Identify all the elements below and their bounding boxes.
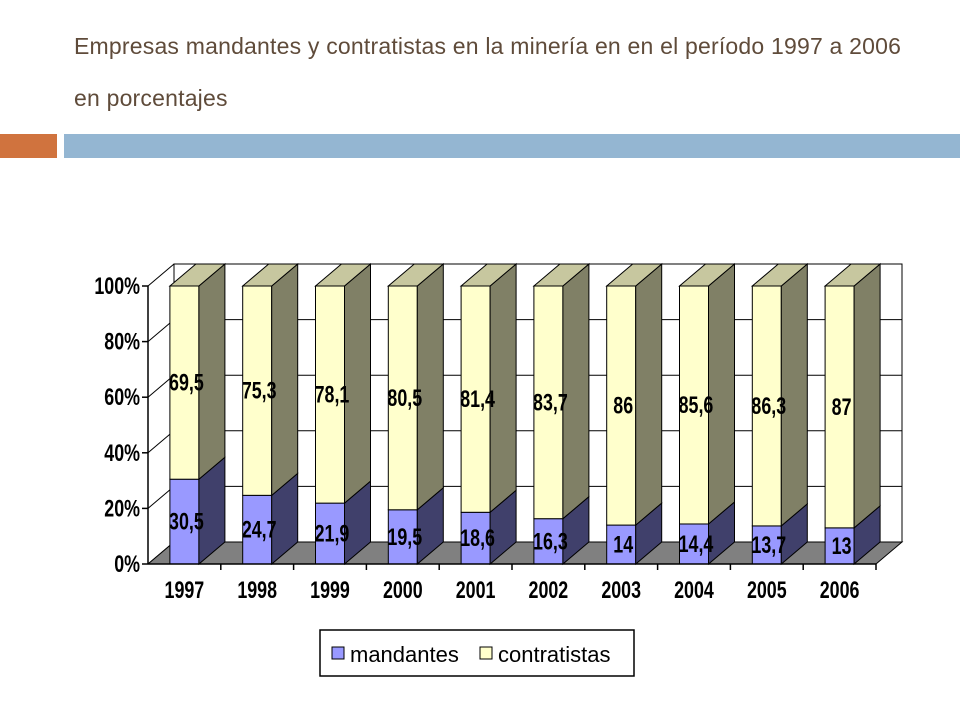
data-label-mandantes: 30,5 [169, 509, 204, 535]
bar-contratistas-top [386, 263, 445, 287]
data-label-mandantes: 24,7 [242, 517, 277, 543]
data-label-contratistas: 87 [832, 394, 852, 420]
data-label-mandantes: 14 [613, 532, 633, 558]
y-tick-label: 100% [94, 274, 140, 300]
bar-contratistas-top [241, 263, 300, 287]
data-label-mandantes: 18,6 [460, 526, 495, 552]
x-category-label: 2001 [456, 578, 496, 604]
x-category-label: 2002 [529, 578, 569, 604]
slide-title: Empresas mandantes y contratistas en la … [74, 33, 902, 111]
data-labels-group: 30,5 69,5 24,7 75,3 21,9 78,1 19,5 80,5 18,6 81,4… [169, 370, 852, 559]
x-category-label: 2003 [601, 578, 641, 604]
legend-swatch-contratistas [479, 646, 493, 660]
bar-contratistas-top [823, 263, 882, 287]
x-category-label: 1999 [310, 578, 350, 604]
y-tick-label: 80% [104, 329, 140, 355]
data-label-contratistas: 86,3 [751, 393, 786, 419]
bar-contratistas-side [853, 262, 881, 529]
bar-contratistas-top [168, 263, 227, 287]
data-label-mandantes: 14,4 [679, 532, 714, 558]
bar-contratistas-front [751, 285, 782, 527]
legend-label-contratistas: contratistas [498, 642, 611, 667]
legend: mandantes contratistas [319, 629, 635, 677]
data-label-contratistas: 81,4 [460, 387, 495, 413]
axes-group: 0% 20% 40% 60% 80% 100% 1997 1998 1999 2000 2001 20… [94, 274, 877, 604]
y-tick-label: 40% [104, 440, 140, 466]
bars-group [168, 262, 882, 566]
data-label-mandantes: 19,5 [387, 524, 422, 550]
x-category-label: 1997 [165, 578, 205, 604]
y-tick-label: 20% [104, 496, 140, 522]
data-label-contratistas: 78,1 [315, 382, 350, 408]
bar-contratistas-top [314, 263, 372, 287]
data-label-contratistas: 85,6 [679, 393, 714, 419]
bar-contratistas-front [679, 285, 709, 525]
legend-box [319, 629, 635, 677]
bar-mandantes-front [315, 502, 345, 565]
bar-contratistas-front [606, 285, 637, 526]
y-tick-label: 60% [104, 385, 140, 411]
legend-label-mandantes: mandantes [350, 642, 459, 667]
bar-contratistas-top [605, 263, 664, 287]
bar-contratistas-side [635, 262, 663, 527]
data-label-contratistas: 75,3 [242, 378, 277, 404]
y-tick-label: 0% [114, 552, 140, 578]
title-accent-bar-blue [64, 134, 960, 158]
data-label-mandantes: 13,7 [751, 532, 786, 558]
bar-contratistas-front [242, 285, 273, 496]
data-label-contratistas: 83,7 [533, 390, 568, 416]
data-label-contratistas: 86 [613, 393, 633, 419]
x-category-label: 2006 [820, 578, 860, 604]
data-label-mandantes: 13 [832, 533, 852, 559]
side-wall-gridline [147, 263, 175, 287]
bar-contratistas-top [459, 263, 518, 287]
data-label-mandantes: 21,9 [315, 521, 350, 547]
bar-contratistas-top [750, 263, 809, 287]
data-label-contratistas: 69,5 [169, 370, 204, 396]
data-label-mandantes: 16,3 [533, 529, 568, 555]
bar-mandantes-front [460, 511, 491, 565]
x-category-label: 2000 [383, 578, 423, 604]
x-category-label: 1998 [237, 578, 277, 604]
x-category-label: 2004 [674, 578, 714, 604]
data-label-contratistas: 80,5 [387, 385, 422, 411]
bar-contratistas-front [533, 285, 564, 520]
x-category-label: 2005 [747, 578, 787, 604]
legend-swatch-mandantes [331, 646, 345, 660]
title-accent-bar-orange [0, 134, 57, 158]
bar-mandantes-front [387, 509, 418, 565]
bar-contratistas-top [678, 263, 736, 287]
bar-contratistas-top [532, 263, 591, 287]
